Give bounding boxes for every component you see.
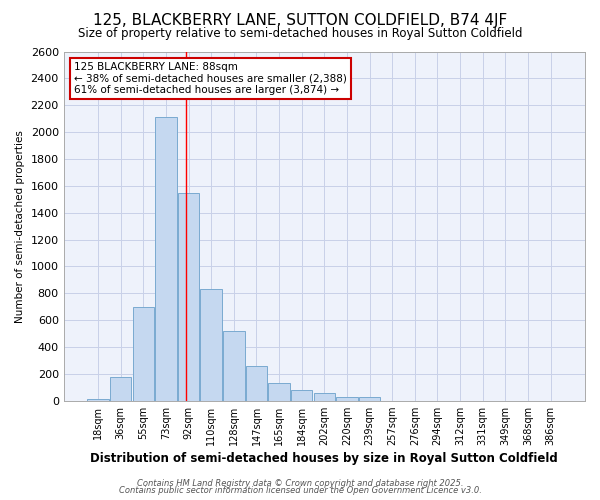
Text: Size of property relative to semi-detached houses in Royal Sutton Coldfield: Size of property relative to semi-detach… <box>78 28 522 40</box>
Bar <box>291 390 313 400</box>
Text: Contains public sector information licensed under the Open Government Licence v3: Contains public sector information licen… <box>119 486 481 495</box>
Bar <box>246 366 267 400</box>
Bar <box>133 306 154 400</box>
Bar <box>336 396 358 400</box>
Bar <box>155 118 177 401</box>
X-axis label: Distribution of semi-detached houses by size in Royal Sutton Coldfield: Distribution of semi-detached houses by … <box>91 452 558 465</box>
Text: 125, BLACKBERRY LANE, SUTTON COLDFIELD, B74 4JF: 125, BLACKBERRY LANE, SUTTON COLDFIELD, … <box>93 12 507 28</box>
Text: Contains HM Land Registry data © Crown copyright and database right 2025.: Contains HM Land Registry data © Crown c… <box>137 478 463 488</box>
Bar <box>200 289 222 401</box>
Bar <box>268 383 290 400</box>
Text: 125 BLACKBERRY LANE: 88sqm
← 38% of semi-detached houses are smaller (2,388)
61%: 125 BLACKBERRY LANE: 88sqm ← 38% of semi… <box>74 62 347 95</box>
Y-axis label: Number of semi-detached properties: Number of semi-detached properties <box>15 130 25 322</box>
Bar <box>110 377 131 400</box>
Bar <box>178 192 199 400</box>
Bar <box>223 331 245 400</box>
Bar <box>359 398 380 400</box>
Bar <box>314 394 335 400</box>
